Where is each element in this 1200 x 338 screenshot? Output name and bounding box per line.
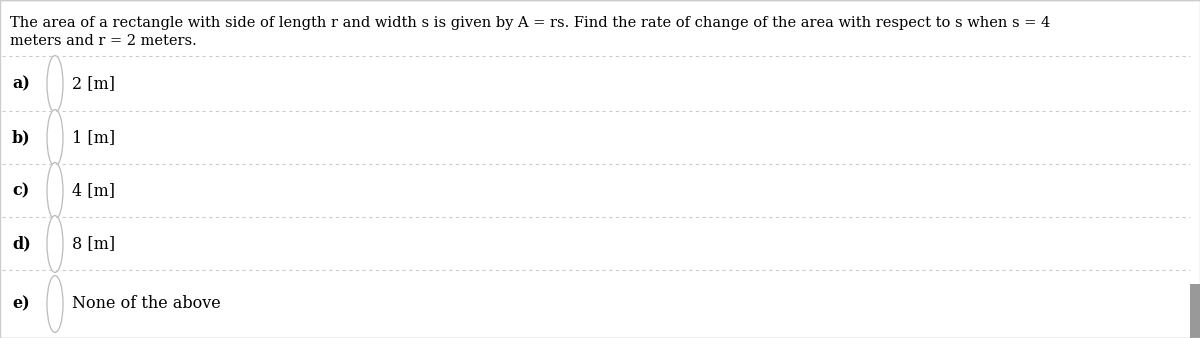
Text: a): a) <box>12 75 30 93</box>
Text: 1 [m]: 1 [m] <box>72 129 115 146</box>
Text: meters and r = 2 meters.: meters and r = 2 meters. <box>10 34 197 48</box>
Ellipse shape <box>47 110 64 166</box>
Bar <box>1190 284 1200 338</box>
Text: 2 [m]: 2 [m] <box>72 75 115 93</box>
Ellipse shape <box>47 275 64 332</box>
Ellipse shape <box>47 163 64 219</box>
Text: The area of a rectangle with side of length r and width s is given by A = rs. Fi: The area of a rectangle with side of len… <box>10 16 1050 30</box>
Ellipse shape <box>47 216 64 272</box>
Ellipse shape <box>47 55 64 113</box>
Text: 8 [m]: 8 [m] <box>72 236 115 252</box>
Text: None of the above: None of the above <box>72 295 221 313</box>
Text: c): c) <box>12 183 29 199</box>
Text: b): b) <box>12 129 31 146</box>
Text: 4 [m]: 4 [m] <box>72 183 115 199</box>
Text: e): e) <box>12 295 30 313</box>
Text: d): d) <box>12 236 31 252</box>
